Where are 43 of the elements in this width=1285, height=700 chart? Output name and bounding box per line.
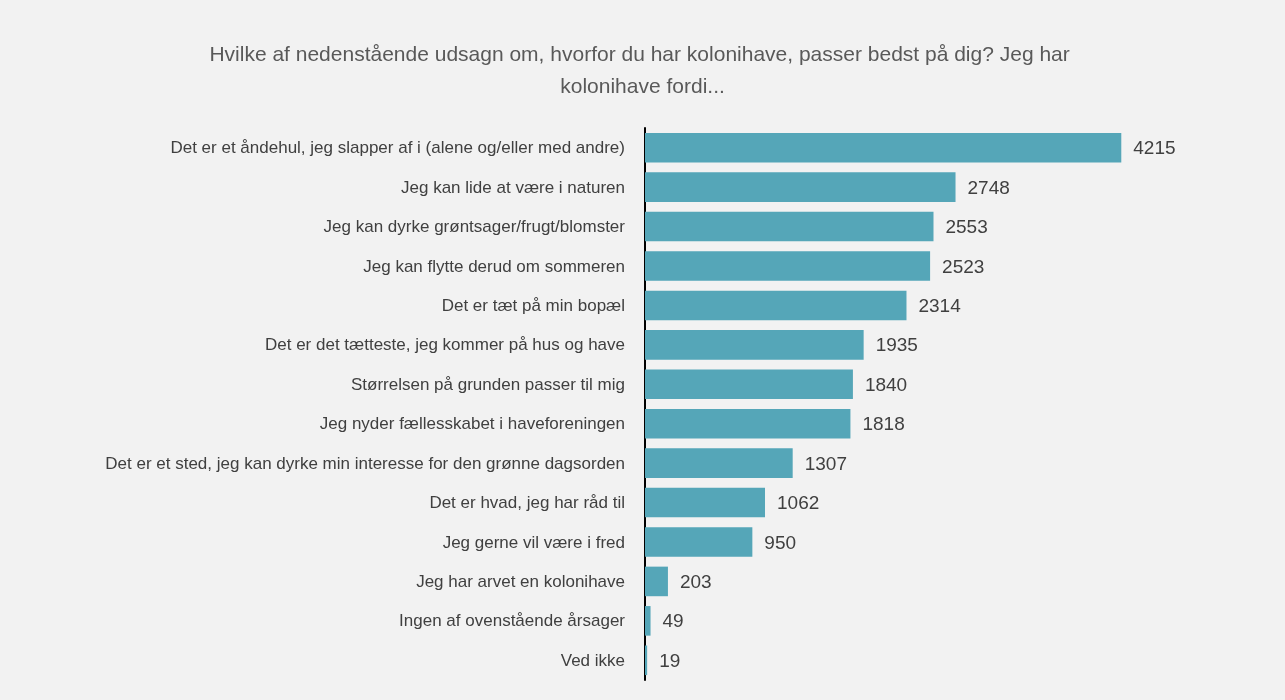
y-tick-label: Størrelsen på grunden passer til mig <box>350 374 625 394</box>
bar <box>645 132 1122 163</box>
bar <box>645 408 851 439</box>
bar <box>645 606 651 636</box>
data-label: 2314 <box>918 294 962 316</box>
bar <box>645 290 907 321</box>
data-label: 49 <box>662 610 684 632</box>
y-tick-label: Det er det tætteste, jeg kommer på hus og have <box>264 335 625 355</box>
y-tick-label: Ingen af ovenstående årsager <box>399 611 626 631</box>
data-label: 19 <box>659 649 681 671</box>
data-label: 1840 <box>864 373 908 395</box>
y-tick-label: Jeg kan flytte derud om sommeren <box>363 256 625 276</box>
bar <box>645 172 956 202</box>
bar <box>645 330 864 360</box>
data-label: 2523 <box>942 255 985 277</box>
data-label: 1062 <box>777 492 820 514</box>
bar <box>645 369 853 400</box>
y-tick-label: Jeg kan lide at være i naturen <box>401 177 625 197</box>
y-tick-label: Det er et sted, jeg kan dyrke min interesse for den grønne dagsorden <box>105 453 625 473</box>
y-tick-label: Det er et åndehul, jeg slapper af i (alene og/eller med andre) <box>170 138 625 158</box>
chart-title: Hvilke af nedenstående udsagn om, hvorfor du har kolonihave, passer bedst på dig? Jeg har kolonihave fordi... <box>209 41 1076 97</box>
bar <box>645 527 753 557</box>
bar <box>645 448 793 478</box>
data-label: 2553 <box>945 216 988 238</box>
y-tick-label: Ved ikke <box>560 650 625 670</box>
bar <box>645 211 934 242</box>
bar <box>645 487 766 518</box>
data-label: 1818 <box>862 413 905 435</box>
bar <box>645 645 648 676</box>
data-label: 1307 <box>804 452 847 474</box>
y-tick-label: Jeg kan dyrke grøntsager/frugt/blomster <box>323 217 626 237</box>
y-tick-label: Jeg gerne vil være i fred <box>442 532 625 552</box>
data-label: 950 <box>764 531 797 553</box>
y-tick-label: Det er hvad, jeg har råd til <box>429 493 625 513</box>
data-label: 1935 <box>875 334 918 356</box>
y-tick-label: Det er tæt på min bopæl <box>441 295 625 315</box>
data-label: 4215 <box>1133 137 1176 159</box>
bar <box>645 566 668 597</box>
data-label: 2748 <box>967 176 1010 198</box>
bar <box>645 251 931 281</box>
y-tick-label: Jeg nyder fællesskabet i haveforeningen <box>319 414 625 434</box>
y-tick-label: Jeg har arvet en kolonihave <box>416 571 625 591</box>
data-label: 203 <box>679 570 712 592</box>
